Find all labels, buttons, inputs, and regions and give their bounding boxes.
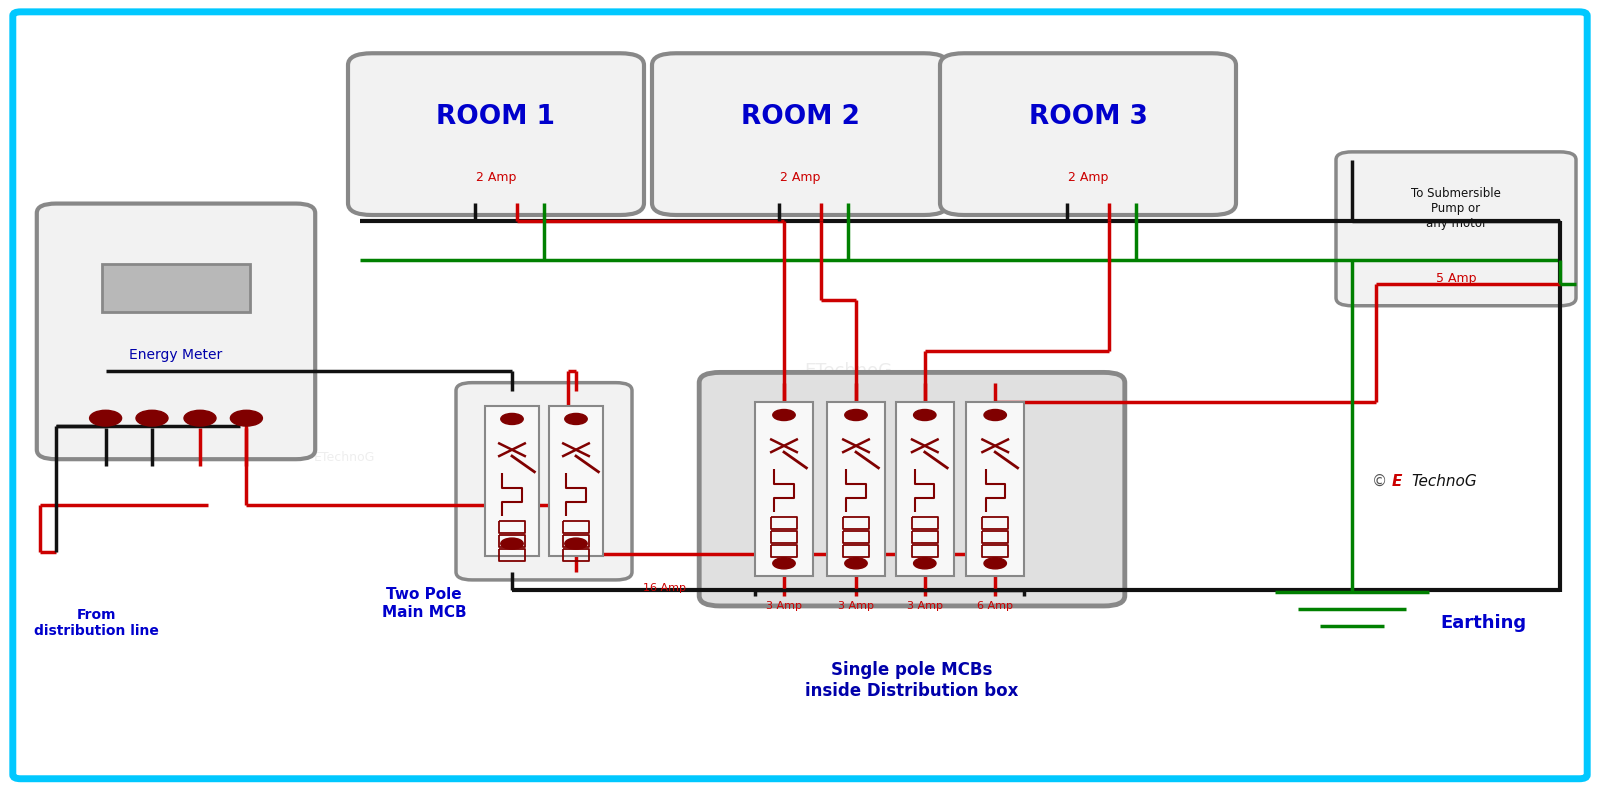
- Text: 5 Amp: 5 Amp: [1435, 272, 1477, 285]
- Text: ROOM 3: ROOM 3: [1029, 104, 1147, 129]
- Text: ROOM 1: ROOM 1: [437, 104, 555, 129]
- Text: 2 Amp: 2 Amp: [779, 171, 821, 184]
- Bar: [755, 402, 813, 576]
- Circle shape: [501, 538, 523, 549]
- Circle shape: [845, 409, 867, 421]
- Circle shape: [501, 413, 523, 424]
- Text: 3 Amp: 3 Amp: [838, 601, 874, 611]
- FancyBboxPatch shape: [347, 54, 643, 215]
- Text: 16 Amp: 16 Amp: [643, 583, 686, 593]
- Text: ETechnoG: ETechnoG: [314, 451, 374, 464]
- Bar: [896, 402, 954, 576]
- Text: To Submersible
Pump or
any motor: To Submersible Pump or any motor: [1411, 187, 1501, 230]
- Text: Energy Meter: Energy Meter: [130, 348, 222, 362]
- Text: E: E: [1392, 473, 1402, 489]
- FancyBboxPatch shape: [699, 372, 1125, 606]
- Bar: [966, 402, 1024, 576]
- Circle shape: [184, 410, 216, 426]
- Text: 2 Amp: 2 Amp: [1067, 171, 1109, 184]
- Text: Earthing: Earthing: [1440, 615, 1526, 632]
- Circle shape: [90, 410, 122, 426]
- Text: ETechnoG: ETechnoG: [805, 362, 893, 380]
- Bar: [485, 406, 539, 556]
- Text: TechnoG: TechnoG: [1411, 473, 1477, 489]
- Circle shape: [845, 558, 867, 569]
- FancyBboxPatch shape: [1336, 152, 1576, 306]
- FancyBboxPatch shape: [941, 54, 1235, 215]
- Circle shape: [984, 558, 1006, 569]
- Bar: [102, 264, 250, 312]
- Text: From
distribution line: From distribution line: [34, 608, 158, 638]
- FancyBboxPatch shape: [653, 54, 947, 215]
- Text: 3 Amp: 3 Amp: [907, 601, 942, 611]
- Text: Two Pole
Main MCB: Two Pole Main MCB: [382, 587, 466, 620]
- Bar: [827, 402, 885, 576]
- Text: ROOM 2: ROOM 2: [741, 104, 859, 129]
- Circle shape: [984, 409, 1006, 421]
- Circle shape: [773, 558, 795, 569]
- FancyBboxPatch shape: [37, 204, 315, 459]
- Text: 2 Amp: 2 Amp: [475, 171, 517, 184]
- Circle shape: [565, 538, 587, 549]
- Circle shape: [136, 410, 168, 426]
- Circle shape: [773, 409, 795, 421]
- Text: 3 Amp: 3 Amp: [766, 601, 802, 611]
- Text: Single pole MCBs
inside Distribution box: Single pole MCBs inside Distribution box: [805, 660, 1019, 700]
- Circle shape: [914, 409, 936, 421]
- Circle shape: [565, 413, 587, 424]
- FancyBboxPatch shape: [456, 383, 632, 580]
- Circle shape: [230, 410, 262, 426]
- Bar: [549, 406, 603, 556]
- Circle shape: [914, 558, 936, 569]
- Text: ©: ©: [1371, 473, 1392, 489]
- Text: 6 Amp: 6 Amp: [978, 601, 1013, 611]
